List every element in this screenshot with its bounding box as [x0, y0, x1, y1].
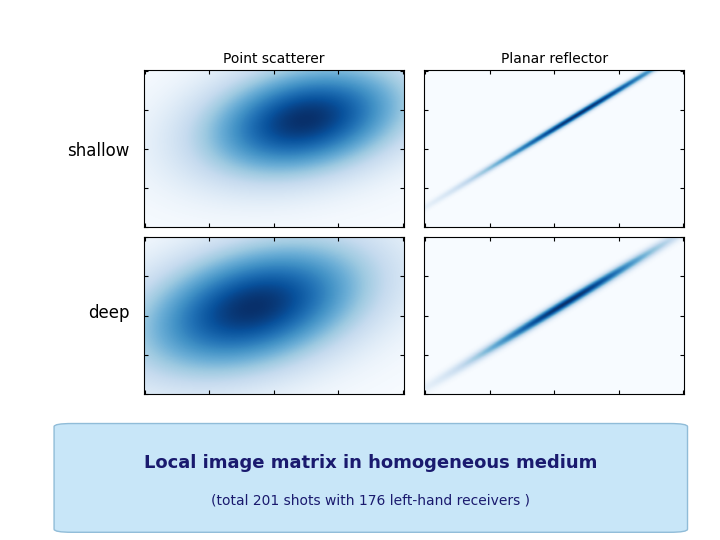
Text: Local image matrix in homogeneous medium: Local image matrix in homogeneous medium: [144, 454, 598, 471]
Text: (total 201 shots with 176 left-hand receivers ): (total 201 shots with 176 left-hand rece…: [211, 494, 531, 508]
FancyBboxPatch shape: [54, 423, 688, 532]
Title: Planar reflector: Planar reflector: [500, 52, 608, 66]
Text: shallow: shallow: [67, 142, 130, 160]
Title: Point scatterer: Point scatterer: [223, 52, 325, 66]
Text: deep: deep: [88, 304, 130, 322]
